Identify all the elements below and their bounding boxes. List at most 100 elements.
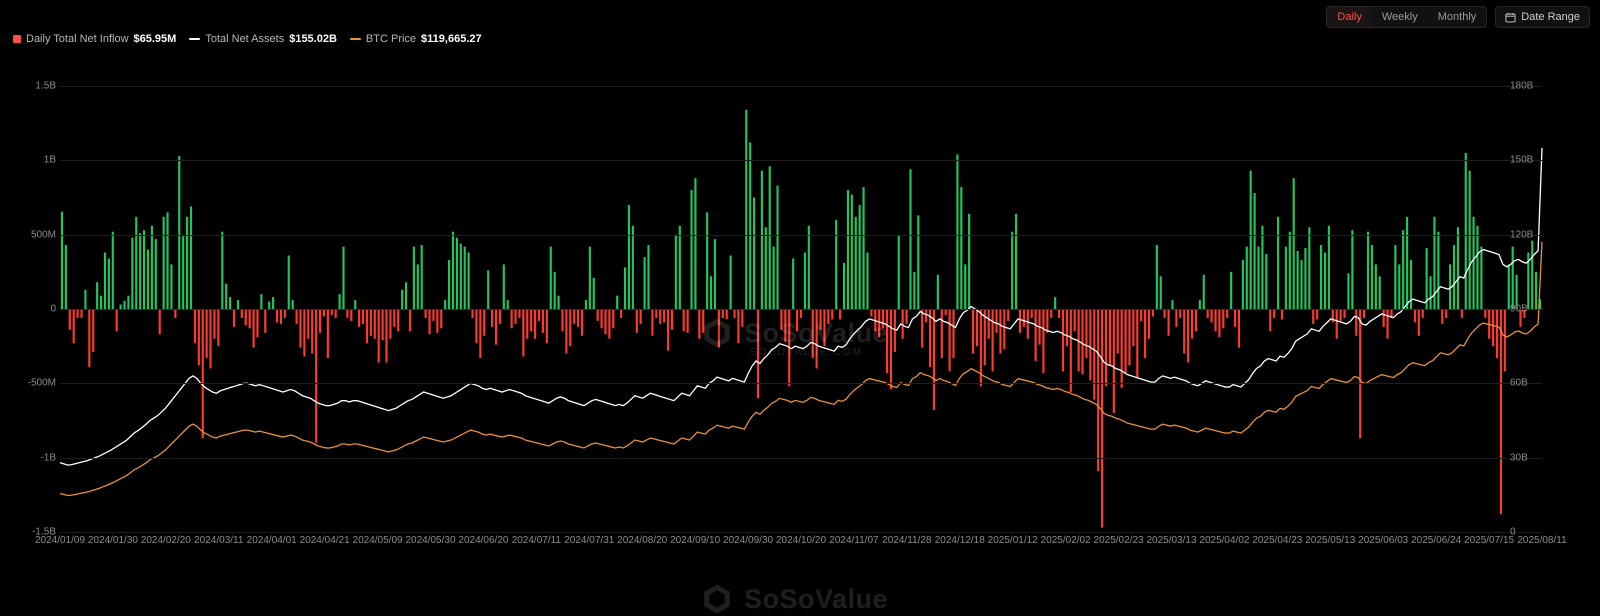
bar (913, 271, 916, 309)
x-axis-tick: 2025/06/03 (1358, 535, 1409, 546)
bar (60, 211, 64, 309)
bar (1464, 152, 1467, 309)
bar (518, 309, 521, 318)
y-axis-tick-right: 180B (1510, 80, 1534, 92)
bar (127, 295, 130, 309)
bar (835, 219, 838, 309)
bar (1390, 309, 1393, 318)
bar (1488, 309, 1491, 339)
bar (440, 309, 443, 329)
bar (1167, 309, 1170, 336)
bar (678, 225, 681, 309)
bar (944, 309, 947, 315)
bar (307, 309, 310, 339)
bar (784, 309, 787, 342)
bar (107, 258, 110, 309)
bar (322, 309, 326, 317)
bar (1347, 273, 1350, 309)
bar (932, 309, 936, 411)
bar (1343, 309, 1346, 318)
range-daily[interactable]: Daily (1327, 7, 1372, 27)
bar (995, 309, 998, 333)
bar (745, 109, 748, 309)
bar (522, 309, 525, 357)
legend-item-btc-price[interactable]: BTC Price $119,665.27 (345, 31, 490, 47)
legend-item-daily-total-net-inflow[interactable]: Daily Total Net Inflow $65.95M (8, 31, 184, 47)
legend-swatch-bar-icon (13, 35, 21, 43)
range-weekly[interactable]: Weekly (1381, 11, 1418, 23)
bar (905, 309, 908, 324)
x-axis-tick: 2024/12/18 (934, 535, 985, 546)
bar (592, 277, 595, 309)
bar (577, 309, 580, 327)
bar (1261, 225, 1264, 309)
grid-line (60, 457, 1542, 459)
bar (1288, 231, 1291, 309)
bar (1046, 309, 1049, 333)
bar (1366, 231, 1370, 309)
bar (1312, 309, 1315, 324)
bar (502, 264, 505, 309)
bar (1323, 252, 1327, 309)
bar (318, 309, 322, 333)
bar (549, 246, 552, 309)
bar (870, 309, 873, 317)
zero-line (60, 309, 1542, 310)
bar (92, 309, 95, 353)
range-monthly[interactable]: Monthly (1437, 11, 1477, 23)
bar (1093, 309, 1096, 400)
bar (760, 170, 763, 309)
bar (1159, 276, 1162, 309)
bar (616, 295, 619, 309)
bar (807, 225, 810, 309)
x-axis-tick: 2024/04/01 (246, 535, 297, 546)
bar (999, 309, 1002, 354)
date-range-button[interactable]: Date Range (1495, 6, 1590, 28)
bar (1104, 309, 1108, 387)
y-axis-tick-right: 30B (1510, 452, 1528, 464)
bar (663, 309, 666, 323)
bar (88, 309, 91, 367)
bar (189, 206, 193, 309)
grid-line (60, 234, 1542, 236)
bar (299, 309, 302, 348)
bar (248, 309, 251, 329)
bar (796, 309, 799, 332)
bar (1327, 225, 1330, 309)
bar (1316, 309, 1319, 320)
bar (240, 309, 243, 318)
bar (1484, 309, 1487, 318)
bar (1128, 309, 1131, 366)
y-axis-tick-left: -500M (27, 377, 56, 389)
legend-item-total-net-assets[interactable]: Total Net Assets $155.02B (184, 31, 345, 47)
bar (666, 309, 670, 351)
bar (706, 212, 709, 309)
bar (721, 309, 724, 318)
bar (1402, 230, 1405, 309)
bar (983, 309, 986, 366)
bar (444, 300, 447, 309)
bar (139, 233, 142, 309)
legend-swatch-line-icon (189, 38, 201, 40)
bar (639, 309, 642, 324)
watermark-text: SoSoValue (744, 583, 889, 614)
bar (1202, 274, 1205, 309)
x-axis-tick: 2024/07/31 (564, 535, 615, 546)
bar (1136, 309, 1139, 378)
bar (1378, 276, 1381, 309)
y-axis-tick-left: 0 (50, 303, 56, 315)
bar (358, 309, 361, 327)
bar (350, 309, 353, 321)
x-axis-tick: 2025/05/13 (1305, 535, 1356, 546)
bar (1124, 309, 1127, 373)
bar (635, 309, 638, 333)
bar (373, 309, 376, 339)
bar (1014, 213, 1018, 309)
bar (991, 309, 994, 372)
bar (291, 300, 294, 309)
bar (1276, 216, 1280, 309)
range-toggle-group[interactable]: Daily Weekly Monthly (1326, 6, 1488, 28)
chart-plot-area[interactable]: SoSoValue SOSOVALUE.COM SoSoValue 1.5B 1B… (0, 72, 1600, 614)
bar (193, 309, 196, 344)
bar (1257, 246, 1260, 309)
